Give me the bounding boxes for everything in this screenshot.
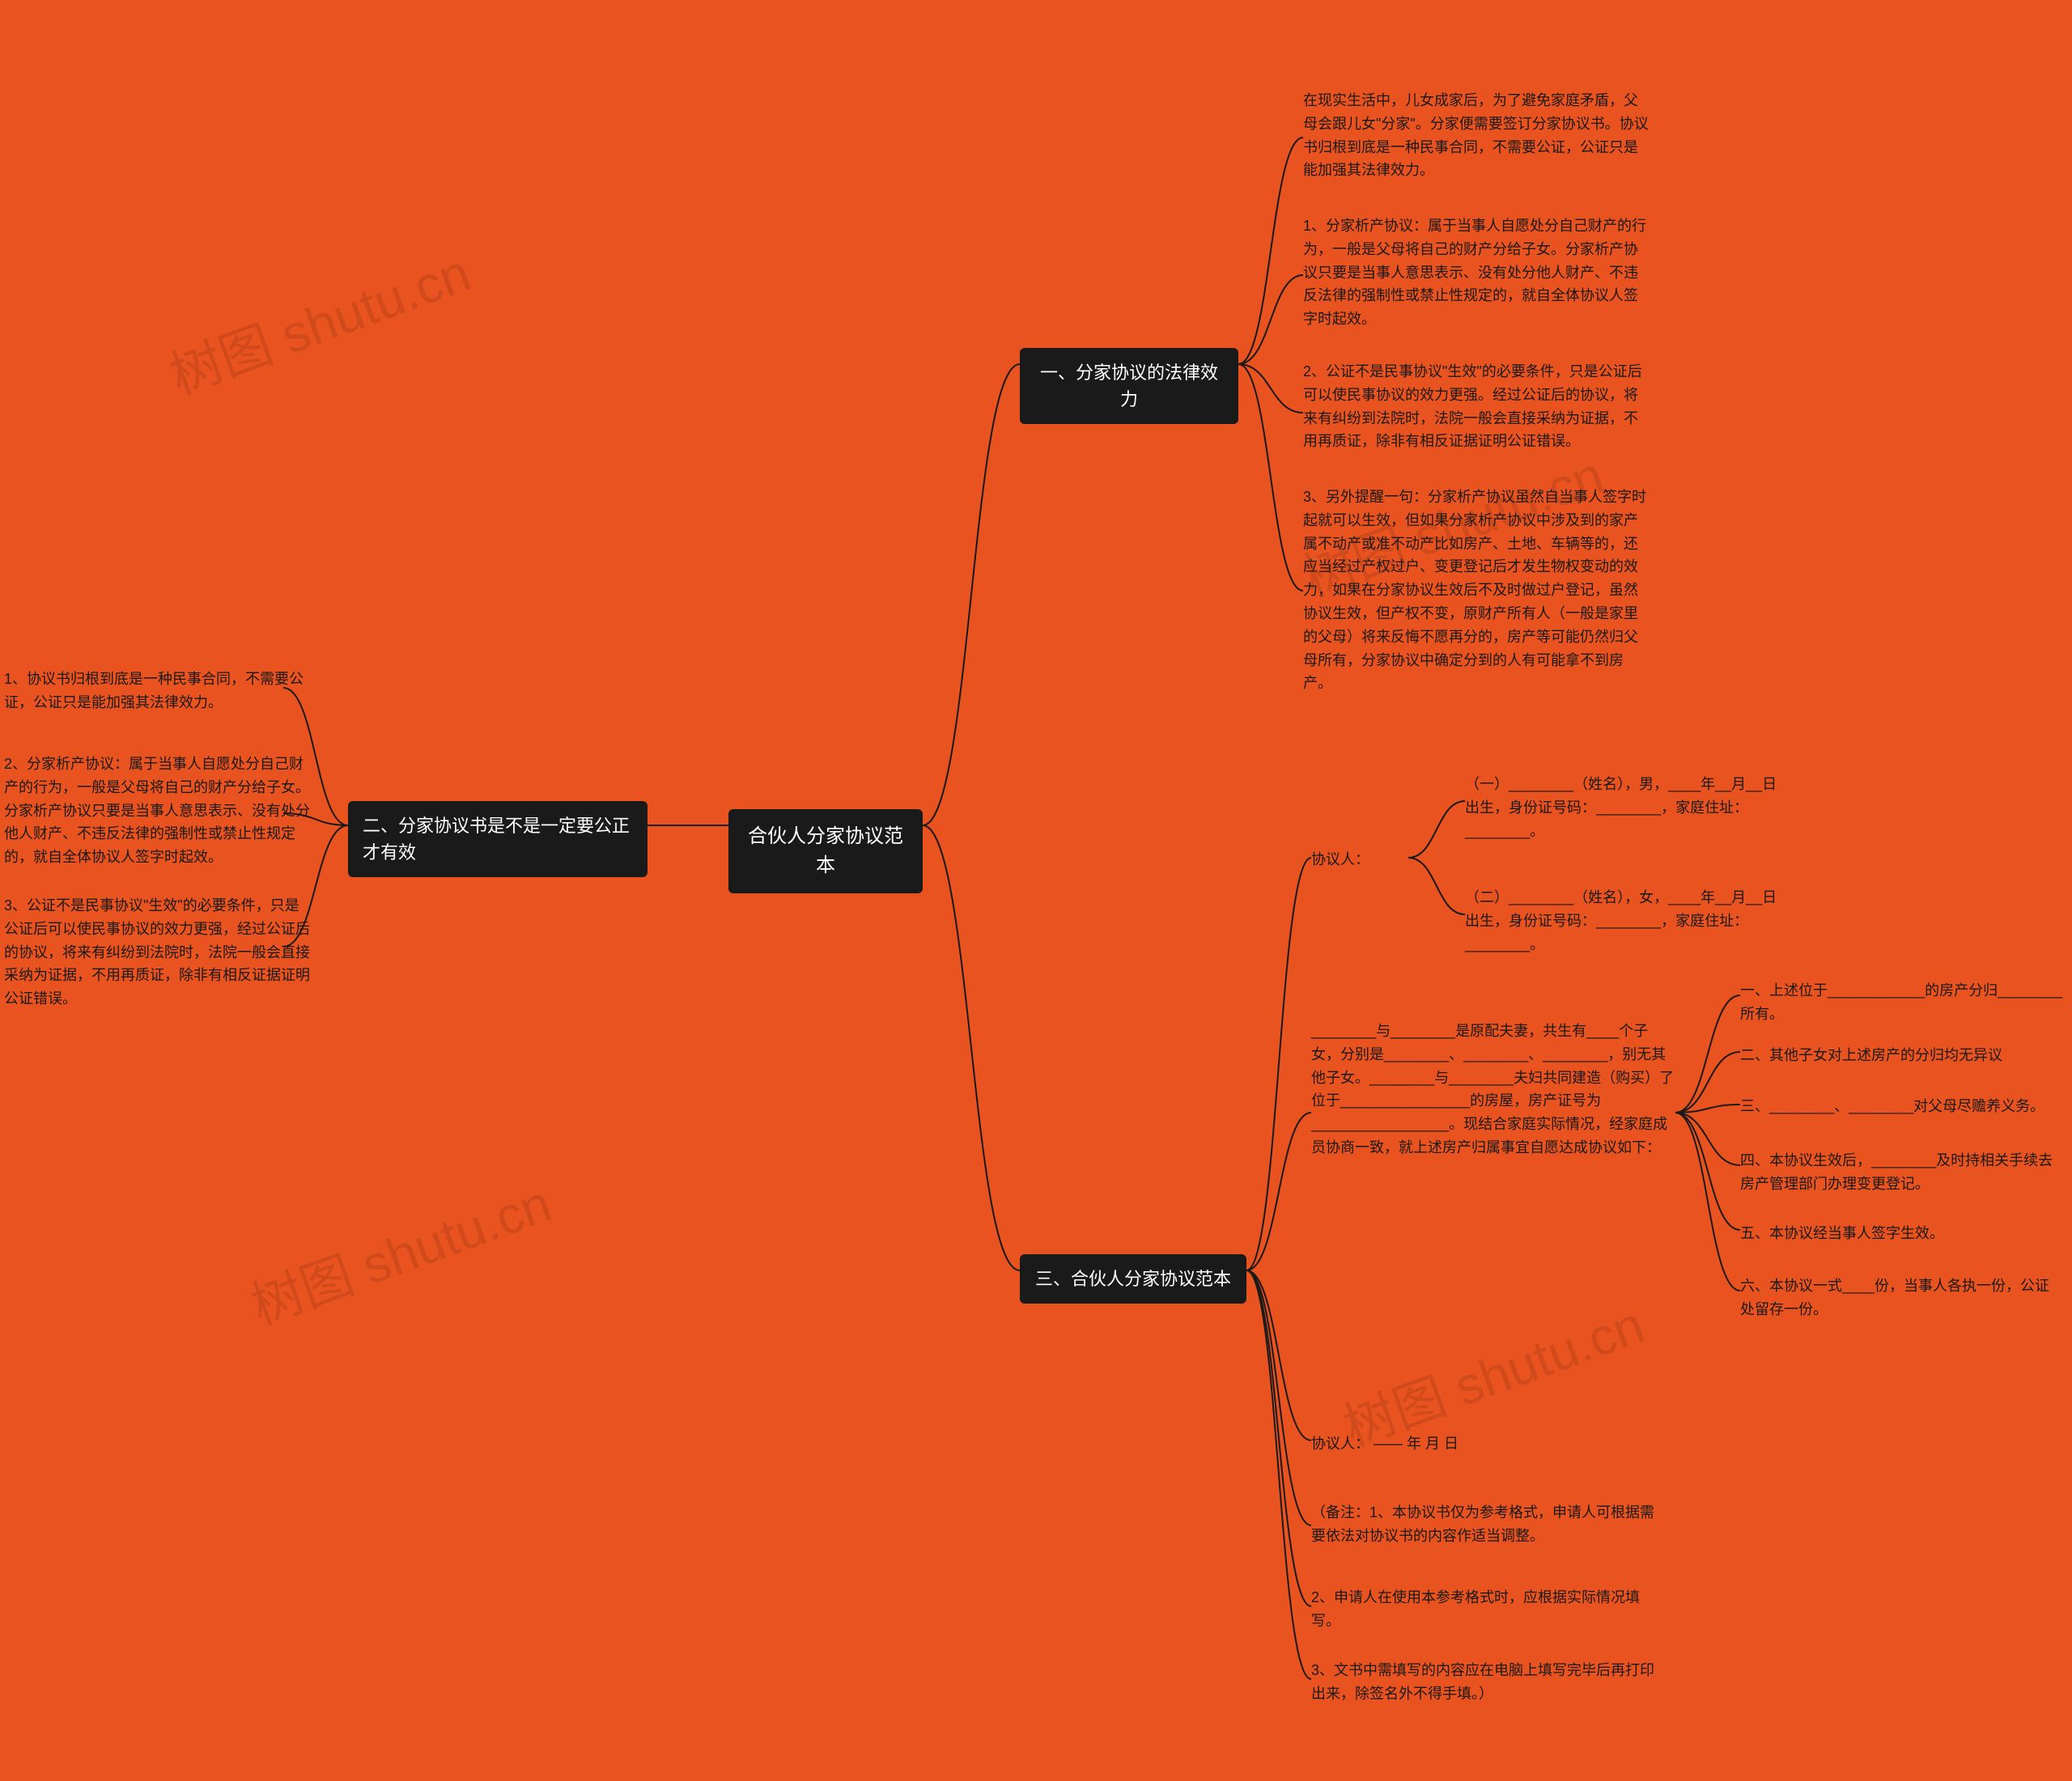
section3-clause-0: 一、上述位于____________的房产分归________所有。 (1740, 979, 2064, 1026)
section3-parties-label: 协议人： (1311, 848, 1408, 871)
section2-item-1: 2、分家析产协议：属于当事人自愿处分自己财产的行为，一般是父母将自己的财产分给子… (4, 753, 312, 869)
section2-title: 二、分家协议书是不是一定要公正才有效 (363, 816, 630, 863)
section3-note-2: 3、文书中需填写的内容应在电脑上填写完毕后再打印出来，除签名外不得手填。） (1311, 1659, 1659, 1706)
section3-node: 三、合伙人分家协议范本 (1020, 1254, 1246, 1304)
section3-signature: 协议人： —— 年 月 日 (1311, 1432, 1659, 1456)
section1-item-2: 2、公证不是民事协议"生效"的必要条件，只是公证后可以使民事协议的效力更强。经过… (1303, 360, 1651, 453)
watermark: 树图 shutu.cn (240, 1162, 560, 1339)
section1-item-3: 3、另外提醒一句：分家析产协议虽然自当事人签字时起就可以生效，但如果分家析产协议… (1303, 486, 1651, 695)
section2-node: 二、分家协议书是不是一定要公正才有效 (348, 801, 648, 877)
section3-clause-3: 四、本协议生效后，________及时持相关手续去房产管理部门办理变更登记。 (1740, 1149, 2064, 1196)
section1-title: 一、分家协议的法律效力 (1040, 363, 1218, 409)
section1-item-1: 1、分家析产协议：属于当事人自愿处分自己财产的行为，一般是父母将自己的财产分给子… (1303, 214, 1651, 331)
section2-item-0: 1、协议书归根到底是一种民事合同，不需要公证，公证只是能加强其法律效力。 (4, 668, 312, 715)
section3-note-1: 2、申请人在使用本参考格式时，应根据实际情况填写。 (1311, 1586, 1659, 1633)
section3-clause-2: 三、________、________对父母尽赡养义务。 (1740, 1095, 2064, 1118)
section1-node: 一、分家协议的法律效力 (1020, 348, 1238, 424)
watermark: 树图 shutu.cn (159, 231, 479, 409)
section3-preamble: ________与________是原配夫妻，共生有____个子女，分别是___… (1311, 1020, 1675, 1160)
section3-person1: （一）________（姓名），男，____年__月__日出生，身份证号码：__… (1465, 773, 1781, 842)
section3-clause-5: 六、本协议一式____份，当事人各执一份，公证处留存一份。 (1740, 1274, 2064, 1321)
section3-clause-1: 二、其他子女对上述房产的分归均无异议 (1740, 1044, 2064, 1067)
section1-item-0: 在现实生活中，儿女成家后，为了避免家庭矛盾，父母会跟儿女"分家"。分家便需要签订… (1303, 89, 1651, 182)
section3-title: 三、合伙人分家协议范本 (1035, 1269, 1231, 1289)
root-node: 合伙人分家协议范本 (728, 809, 923, 893)
root-label: 合伙人分家协议范本 (748, 825, 903, 876)
section3-note-0: （备注：1、本协议书仅为参考格式，申请人可根据需要依法对协议书的内容作适当调整。 (1311, 1501, 1659, 1548)
section3-clause-4: 五、本协议经当事人签字生效。 (1740, 1222, 2064, 1245)
section3-person2: （二）________（姓名），女，____年__月__日出生，身份证号码：__… (1465, 886, 1781, 956)
section2-item-2: 3、公证不是民事协议"生效"的必要条件，只是公证后可以使民事协议的效力更强，经过… (4, 894, 312, 1011)
